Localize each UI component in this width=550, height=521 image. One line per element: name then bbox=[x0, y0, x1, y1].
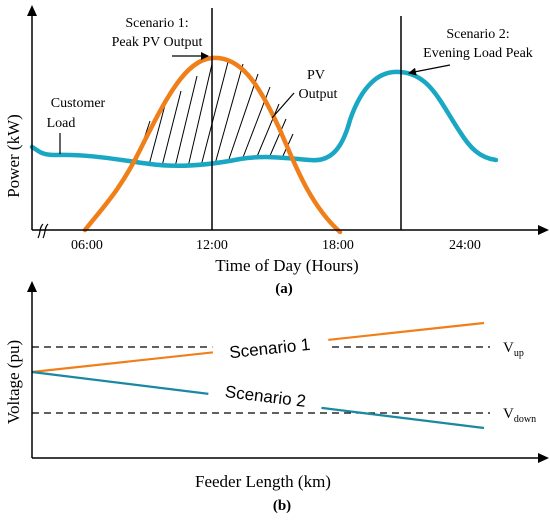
scenario1-subtitle: Peak PV Output bbox=[112, 35, 203, 50]
caption-b: (b) bbox=[273, 498, 291, 514]
scenario1-line-label-group: Scenario 1 bbox=[211, 330, 330, 363]
tick-label-0600: 06:00 bbox=[71, 238, 103, 253]
vup-label: Vup bbox=[503, 340, 524, 359]
surplus-hatch bbox=[135, 61, 294, 168]
scenario2-line-label: Scenario 2 bbox=[224, 382, 307, 411]
pv-output-pointer bbox=[271, 92, 295, 119]
caption-a: (a) bbox=[275, 281, 293, 297]
scenario1-title: Scenario 1: bbox=[125, 16, 188, 31]
tick-label-2400: 24:00 bbox=[449, 238, 481, 253]
y-axis-label-a: Power (kW) bbox=[4, 114, 23, 198]
x-axis-label-a: Time of Day (Hours) bbox=[215, 256, 358, 275]
customer-load-label-line2: Load bbox=[47, 116, 76, 131]
pv-output-label-line2: Output bbox=[299, 87, 338, 102]
axis-break-icon bbox=[37, 223, 49, 239]
customer-load-label-line1: Customer bbox=[51, 96, 106, 111]
tick-label-1800: 18:00 bbox=[322, 238, 354, 253]
x-axis-label-b: Feeder Length (km) bbox=[195, 472, 331, 491]
scenario2-subtitle: Evening Load Peak bbox=[423, 46, 533, 61]
x-axis-b-arrow bbox=[538, 453, 549, 463]
scenario2-arrow bbox=[408, 64, 451, 76]
vdown-label: Vdown bbox=[503, 406, 536, 425]
x-axis-a-arrow bbox=[538, 225, 549, 235]
pv-output-label-line1: PV bbox=[307, 68, 325, 83]
tick-label-1200: 12:00 bbox=[196, 238, 228, 253]
panel-a: 06:00 12:00 18:00 24:00 Time of Day (Hou… bbox=[4, 5, 549, 297]
y-axis-a-arrow bbox=[27, 5, 37, 16]
y-axis-b-arrow bbox=[27, 281, 37, 292]
y-axis-label-b: Voltage (pu) bbox=[4, 340, 23, 424]
scenario1-line-label: Scenario 1 bbox=[228, 335, 311, 362]
scenario2-line-label-group: Scenario 2 bbox=[207, 378, 324, 412]
customer-load-curve bbox=[29, 69, 499, 169]
panel-b: Scenario 1 Scenario 2 Vup Vdown Feeder L… bbox=[4, 281, 549, 514]
scenario2-title: Scenario 2: bbox=[446, 27, 509, 42]
